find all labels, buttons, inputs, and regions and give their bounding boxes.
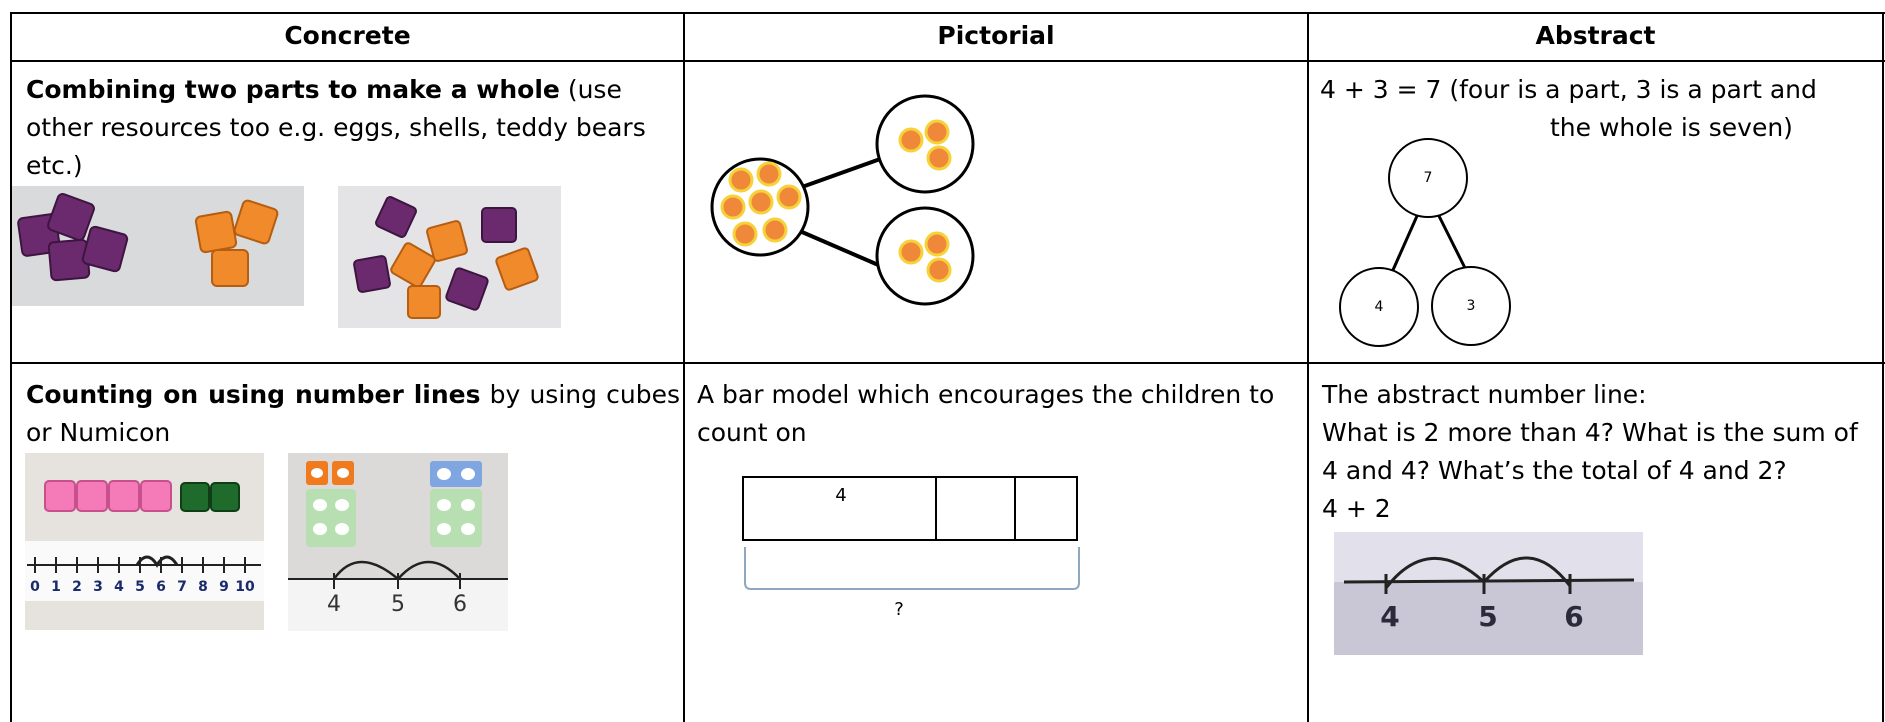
bar-model: 4 ? — [742, 476, 1080, 620]
counters — [720, 119, 952, 283]
photo-label: 3 — [93, 579, 103, 595]
text-line: What is 2 more than 4? What is the sum o… — [1322, 418, 1858, 485]
green-cubes — [180, 482, 240, 512]
connectors — [801, 156, 884, 269]
photo-numicon: 4 5 6 — [288, 453, 508, 631]
text: by using cubes or Numicon — [26, 380, 680, 447]
bold-text: Counting on using number lines — [26, 380, 481, 409]
orange-cubes — [194, 199, 279, 287]
text-line: 4 + 2 — [1322, 494, 1391, 523]
node-label: 4 — [1375, 299, 1384, 315]
part-whole-picture — [710, 94, 975, 306]
text-line: The abstract number line: — [1322, 380, 1647, 409]
photo-label: 5 — [135, 579, 145, 595]
photo-number-line: 0 1 2 3 4 5 6 7 8 9 10 — [25, 453, 264, 630]
mixed-cubes — [353, 196, 539, 319]
photo-label: 6 — [1564, 600, 1583, 633]
cell-text: 4 + 3 = 7 (four is a part, 3 is a part a… — [1320, 75, 1817, 104]
photo-label: 4 — [114, 579, 124, 595]
photo-label: 6 — [453, 592, 467, 617]
brace-label: ? — [894, 599, 904, 620]
border — [683, 12, 685, 722]
cell-text: Counting on using number lines by using … — [26, 376, 680, 452]
photo-cubes — [338, 186, 561, 328]
header-cell: Concrete — [284, 21, 411, 50]
photo-label: 8 — [198, 579, 208, 595]
nodes — [1339, 138, 1511, 347]
node-label: 3 — [1467, 298, 1476, 314]
photo-label: 5 — [391, 592, 405, 617]
jumps — [135, 555, 179, 568]
photo-cubes — [12, 186, 304, 306]
photo-label: 4 — [1380, 600, 1399, 633]
photo-label: 10 — [235, 579, 255, 595]
text: (use other resources too e.g. eggs, shel… — [26, 75, 646, 180]
numicon-holes — [311, 468, 475, 535]
bar-label: 4 — [835, 485, 846, 506]
bar — [742, 476, 1078, 541]
node-label: 7 — [1424, 170, 1433, 186]
border — [10, 12, 12, 722]
cell-text: The abstract number line: What is 2 more… — [1322, 376, 1880, 528]
header-cell: Abstract — [1535, 21, 1656, 50]
border — [1307, 12, 1309, 722]
purple-cubes — [17, 193, 129, 282]
photo-label: 9 — [219, 579, 229, 595]
part-whole-diagram: 7 4 3 — [1339, 138, 1511, 347]
connectors — [1391, 215, 1467, 271]
pink-cubes — [44, 480, 172, 512]
photo-label: 5 — [1478, 600, 1497, 633]
cell-text: A bar model which encourages the childre… — [697, 380, 1275, 447]
photo-label: 6 — [156, 579, 166, 595]
photo-number-line: 4 5 6 — [1334, 532, 1643, 655]
photo-label: 4 — [327, 592, 341, 617]
photo-label: 0 — [30, 579, 40, 595]
border — [10, 60, 1885, 62]
cell-text: the whole is seven) — [1550, 113, 1793, 142]
border — [10, 362, 1885, 364]
bold-text: Combining two parts to make a whole — [26, 75, 560, 104]
photo-label: 7 — [177, 579, 187, 595]
brace — [744, 547, 1080, 590]
paper — [1334, 532, 1643, 582]
header-cell: Pictorial — [937, 21, 1055, 50]
border — [10, 12, 1885, 14]
border — [1882, 12, 1884, 722]
cell-text: Combining two parts to make a whole (use… — [26, 71, 666, 185]
photo-label: 1 — [51, 579, 61, 595]
photo-label: 2 — [72, 579, 82, 595]
